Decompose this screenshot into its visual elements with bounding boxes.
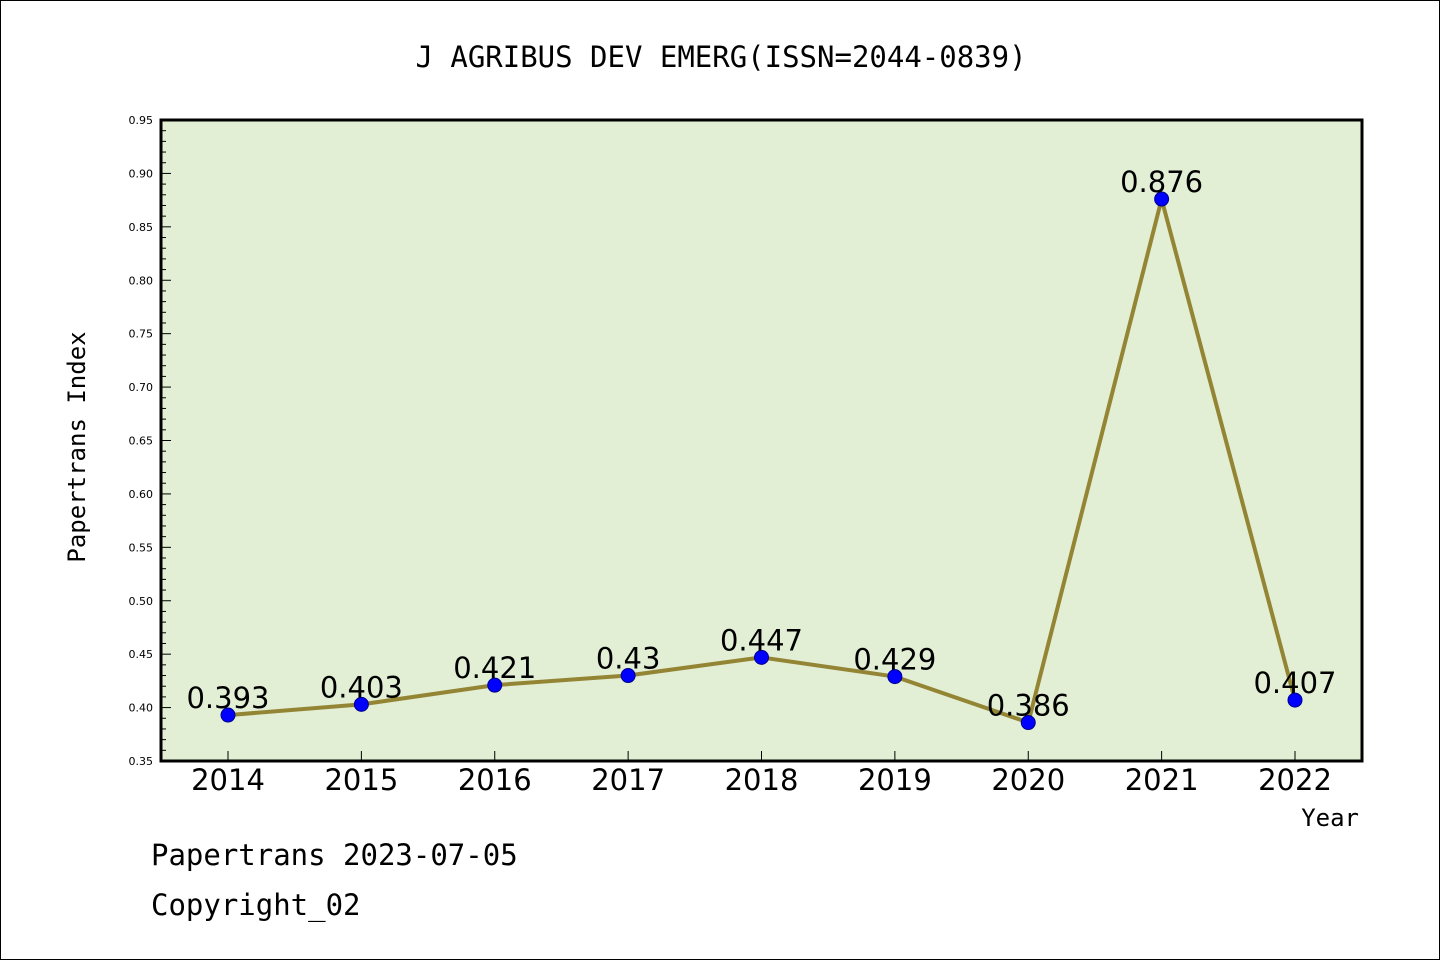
y-axis: 0.35 0.40 0.45 0.50 0.55 0.60 0.65 0.70 0.75 0.80… xyxy=(129,114,171,768)
y-tick-label: 0.75 xyxy=(129,328,154,341)
y-tick-label: 0.40 xyxy=(129,702,154,715)
y-tick-label: 0.90 xyxy=(129,167,154,180)
data-point xyxy=(887,669,903,685)
y-tick-label: 0.80 xyxy=(129,274,154,287)
data-point xyxy=(220,707,236,723)
markers xyxy=(220,191,1303,731)
y-tick-label: 0.50 xyxy=(129,595,154,608)
y-tick-label: 0.85 xyxy=(129,221,154,234)
data-label: 0.447 xyxy=(720,623,803,657)
x-tick-label: 2015 xyxy=(324,763,398,797)
x-tick-label: 2022 xyxy=(1258,763,1332,797)
y-tick-label: 0.65 xyxy=(129,435,154,448)
data-point xyxy=(353,696,369,712)
data-label: 0.386 xyxy=(987,689,1070,723)
data-label: 0.421 xyxy=(453,651,536,685)
y-axis-title: Papertrans Index xyxy=(63,331,91,562)
data-point xyxy=(1020,715,1036,731)
x-tick-label: 2017 xyxy=(591,763,665,797)
x-tick-label: 2016 xyxy=(458,763,532,797)
data-point xyxy=(487,677,503,693)
y-tick-label: 0.55 xyxy=(129,541,154,554)
data-label: 0.407 xyxy=(1253,666,1336,700)
data-label: 0.403 xyxy=(320,670,403,704)
y-tick-label: 0.35 xyxy=(129,755,154,768)
footer-copyright: Copyright_02 xyxy=(151,888,361,923)
data-point xyxy=(1154,191,1170,207)
data-point xyxy=(754,649,769,665)
data-label: 0.429 xyxy=(853,643,936,677)
x-tick-label: 2014 xyxy=(191,763,265,797)
y-tick-label: 0.95 xyxy=(129,114,154,127)
y-tick-label: 0.60 xyxy=(129,488,154,501)
data-point xyxy=(1287,692,1303,708)
x-tick-label: 2021 xyxy=(1125,763,1199,797)
data-label: 0.43 xyxy=(596,642,661,676)
x-axis: 2014 2015 2016 2017 2018 2019 2020 2021 2022 xyxy=(191,751,1332,797)
y-tick-label: 0.45 xyxy=(129,648,154,661)
x-tick-label: 2020 xyxy=(991,763,1065,797)
y-tick-label: 0.70 xyxy=(129,381,154,394)
data-labels: 0.393 0.403 0.421 0.43 0.447 0.429 0.386 0.876 0… xyxy=(186,165,1336,722)
data-label: 0.393 xyxy=(186,681,269,715)
x-tick-label: 2018 xyxy=(725,763,799,797)
chart-title: J AGRIBUS DEV EMERG(ISSN=2044-0839) xyxy=(415,40,1026,74)
data-point xyxy=(620,668,636,684)
footer-date: Papertrans 2023-07-05 xyxy=(151,838,518,872)
x-tick-label: 2019 xyxy=(858,763,932,797)
data-label: 0.876 xyxy=(1120,165,1203,199)
x-axis-title: Year xyxy=(1301,804,1359,832)
